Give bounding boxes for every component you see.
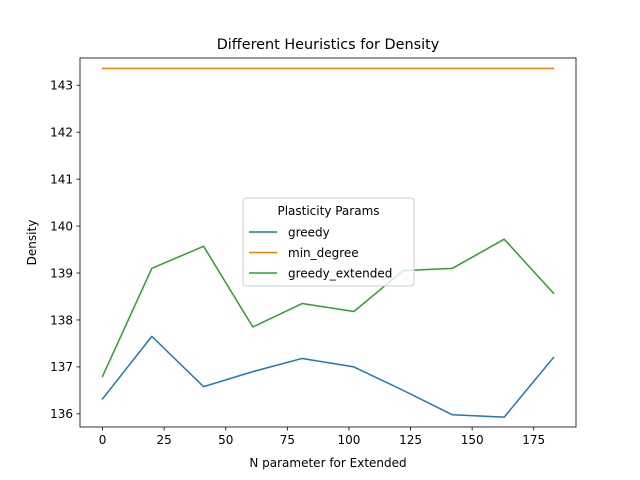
legend-entries: greedy min_degree greedy_extended: [249, 225, 392, 280]
x-tick-label: 125: [399, 433, 422, 447]
y-axis-ticks: 136 137 138 139 140 141 142 143: [50, 79, 80, 421]
y-axis-label: Density: [25, 220, 39, 266]
x-tick-label: 175: [522, 433, 545, 447]
y-tick-label: 140: [50, 219, 73, 233]
x-tick-label: 25: [157, 433, 172, 447]
y-tick-label: 139: [50, 266, 73, 280]
chart-title: Different Heuristics for Density: [217, 37, 440, 53]
y-tick-label: 143: [50, 79, 73, 93]
legend-title: Plasticity Params: [277, 204, 379, 218]
x-tick-label: 75: [280, 433, 295, 447]
x-tick-label: 150: [461, 433, 484, 447]
plot-frame: [79, 57, 577, 428]
legend-label-min_degree: min_degree: [288, 246, 359, 260]
y-tick-label: 138: [50, 313, 73, 327]
y-tick-label: 137: [50, 360, 73, 374]
legend-label-greedy: greedy: [288, 225, 330, 239]
legend-box: [242, 197, 415, 287]
y-tick-label: 136: [50, 407, 73, 421]
x-tick-label: 100: [337, 433, 360, 447]
x-axis-ticks: 0 25 50 75 100 125 150 175: [99, 427, 545, 447]
x-axis-label: N parameter for Extended: [249, 456, 406, 470]
plot-lines: [101, 67, 555, 418]
legend: Plasticity Params greedymin_degreegreedy…: [242, 197, 415, 287]
x-tick-label: 50: [218, 433, 233, 447]
y-tick-label: 141: [50, 172, 73, 186]
series-line-greedy_extended: [101, 238, 555, 378]
y-tick-label: 142: [50, 125, 73, 139]
series-line-greedy: [101, 335, 555, 418]
x-tick-label: 0: [99, 433, 107, 447]
legend-label-greedy_extended: greedy_extended: [288, 266, 392, 280]
